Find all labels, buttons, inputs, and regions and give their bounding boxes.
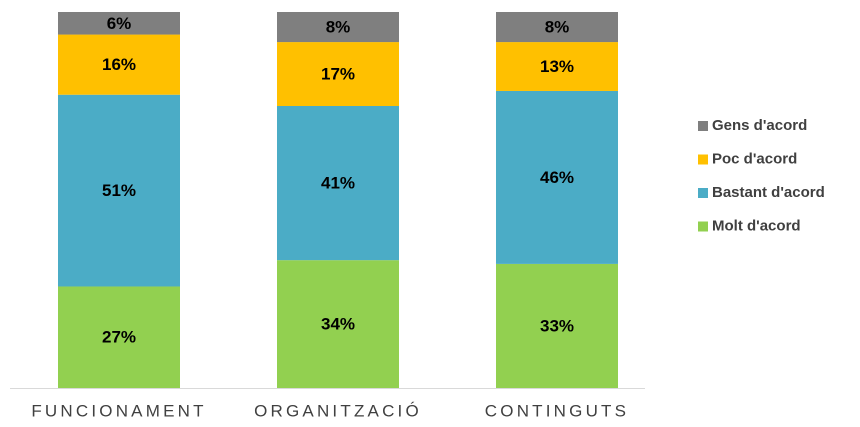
bar-segment [58,12,180,35]
data-label: 6% [107,14,132,33]
data-label: 17% [321,65,355,84]
bar-segment [277,42,399,106]
bar-segment [277,260,399,388]
data-label: 27% [102,328,136,347]
x-tick-label: CONTINGUTS [485,401,629,420]
legend-label: Gens d'acord [712,117,807,134]
bar-segment [496,42,618,91]
legend-swatch [698,188,708,198]
bar-segment [277,12,399,43]
x-tick-label: FUNCIONAMENT [31,401,206,420]
bar-segment [58,286,180,388]
bar-segment [496,12,618,43]
legend-swatch [698,121,708,131]
x-tick-label: ORGANITZACIÓ [254,401,422,420]
data-label: 33% [540,316,574,335]
bar-segment [58,94,180,287]
legend-label: Poc d'acord [712,150,797,167]
legend-swatch [698,154,708,165]
data-label: 41% [321,174,355,193]
legend-swatch [698,221,708,232]
legend-label: Bastant d'acord [712,184,825,201]
bar-segment [496,90,618,264]
bar-segment [58,34,180,95]
data-label: 34% [321,315,355,334]
data-label: 51% [102,181,136,200]
data-label: 13% [540,57,574,76]
data-label: 8% [545,18,570,37]
data-label: 8% [326,18,351,37]
data-label: 46% [540,168,574,187]
bar-segment [277,106,399,261]
bar-segment [496,263,618,388]
legend-label: Molt d'acord [712,217,801,234]
data-label: 16% [102,55,136,74]
